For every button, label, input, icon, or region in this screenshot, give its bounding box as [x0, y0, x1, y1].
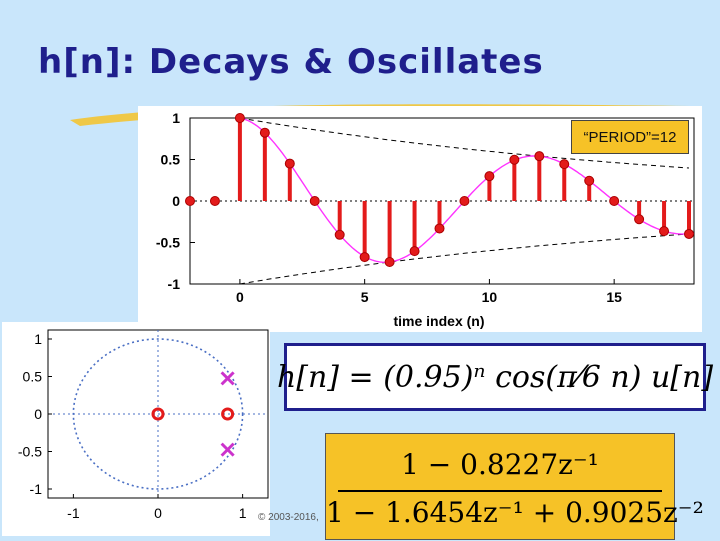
pole-marker: [220, 442, 235, 457]
copyright-text: © 2003-2016,: [258, 512, 319, 523]
stem-marker: [284, 158, 295, 169]
stem-marker: [584, 175, 595, 186]
stem-marker: [459, 196, 470, 206]
stem-marker: [609, 196, 620, 206]
pz-y-tick-label: 0: [34, 406, 42, 422]
stem-x-tick-label: 10: [482, 289, 498, 305]
stem-marker: [534, 151, 545, 162]
pz-x-tick-label: 0: [154, 505, 162, 521]
stem-y-tick-label: 0: [172, 193, 180, 209]
pole-marker-stroke: [220, 371, 235, 386]
transfer-function-box: 1 − 0.8227z⁻¹ 1 − 1.6454z⁻¹ + 0.9025z⁻²: [325, 433, 704, 540]
stem-marker: [684, 228, 695, 239]
pole-marker-stroke: [220, 442, 235, 457]
stem-y-tick-label: -0.5: [156, 235, 180, 251]
pole-zero-plot-panel: 1 0.5 0 -0.5 -1 -1 0 1: [2, 322, 270, 536]
stem-marker: [659, 226, 670, 237]
unit-circle: [72, 338, 244, 490]
zero-marker: [221, 407, 235, 421]
envelope-upper-curve: [239, 117, 690, 169]
pole-marker: [220, 371, 235, 386]
stem-y-tick-label: 0.5: [161, 152, 181, 168]
slide-title: h[n]: Decays & Oscillates: [38, 42, 544, 82]
pz-y-tick-label: 1: [34, 331, 42, 347]
envelope-lower-curve: [239, 233, 690, 285]
period-annotation: “PERIOD”=12: [571, 120, 689, 154]
pz-y-tick-label: 0.5: [23, 369, 43, 385]
stem-marker: [384, 257, 395, 268]
stem-marker: [334, 229, 345, 240]
pz-x-tick-label: -1: [67, 505, 80, 521]
stem-y-tick-label: -1: [168, 276, 181, 292]
transfer-denominator: 1 − 1.6454z⁻¹ + 0.9025z⁻²: [326, 496, 704, 529]
stem-marker: [409, 246, 420, 257]
pz-y-tick-label: -1: [30, 481, 43, 497]
stem-marker: [559, 159, 570, 170]
stem-marker: [634, 214, 645, 225]
stem-marker: [234, 113, 245, 123]
pz-y-tick-label: -0.5: [18, 444, 42, 460]
stem-marker: [185, 196, 195, 206]
stem-x-tick-label: 0: [236, 289, 244, 305]
stem-x-tick-label: 15: [606, 289, 622, 305]
impulse-response-equation: h[n] = (0.95)ⁿ cos(π⁄6 n) u[n]: [277, 343, 713, 411]
zero-marker: [151, 407, 165, 421]
transfer-numerator: 1 − 0.8227z⁻¹: [401, 448, 599, 481]
fraction-bar: [338, 490, 662, 492]
stem-y-tick-label: 1: [172, 110, 180, 126]
pz-x-tick-label: 1: [239, 505, 247, 521]
stem-marker: [434, 223, 445, 234]
pole-zero-plot: 1 0.5 0 -0.5 -1 -1 0 1: [18, 329, 269, 521]
stem-x-axis-label: time index (n): [393, 313, 484, 329]
stem-marker: [359, 252, 370, 263]
stem-marker: [209, 196, 220, 206]
stem-marker: [259, 127, 270, 138]
stem-x-tick-label: 5: [361, 289, 369, 305]
stem-marker: [309, 196, 320, 206]
stem-marker: [509, 154, 520, 165]
stem-marker: [484, 171, 495, 182]
